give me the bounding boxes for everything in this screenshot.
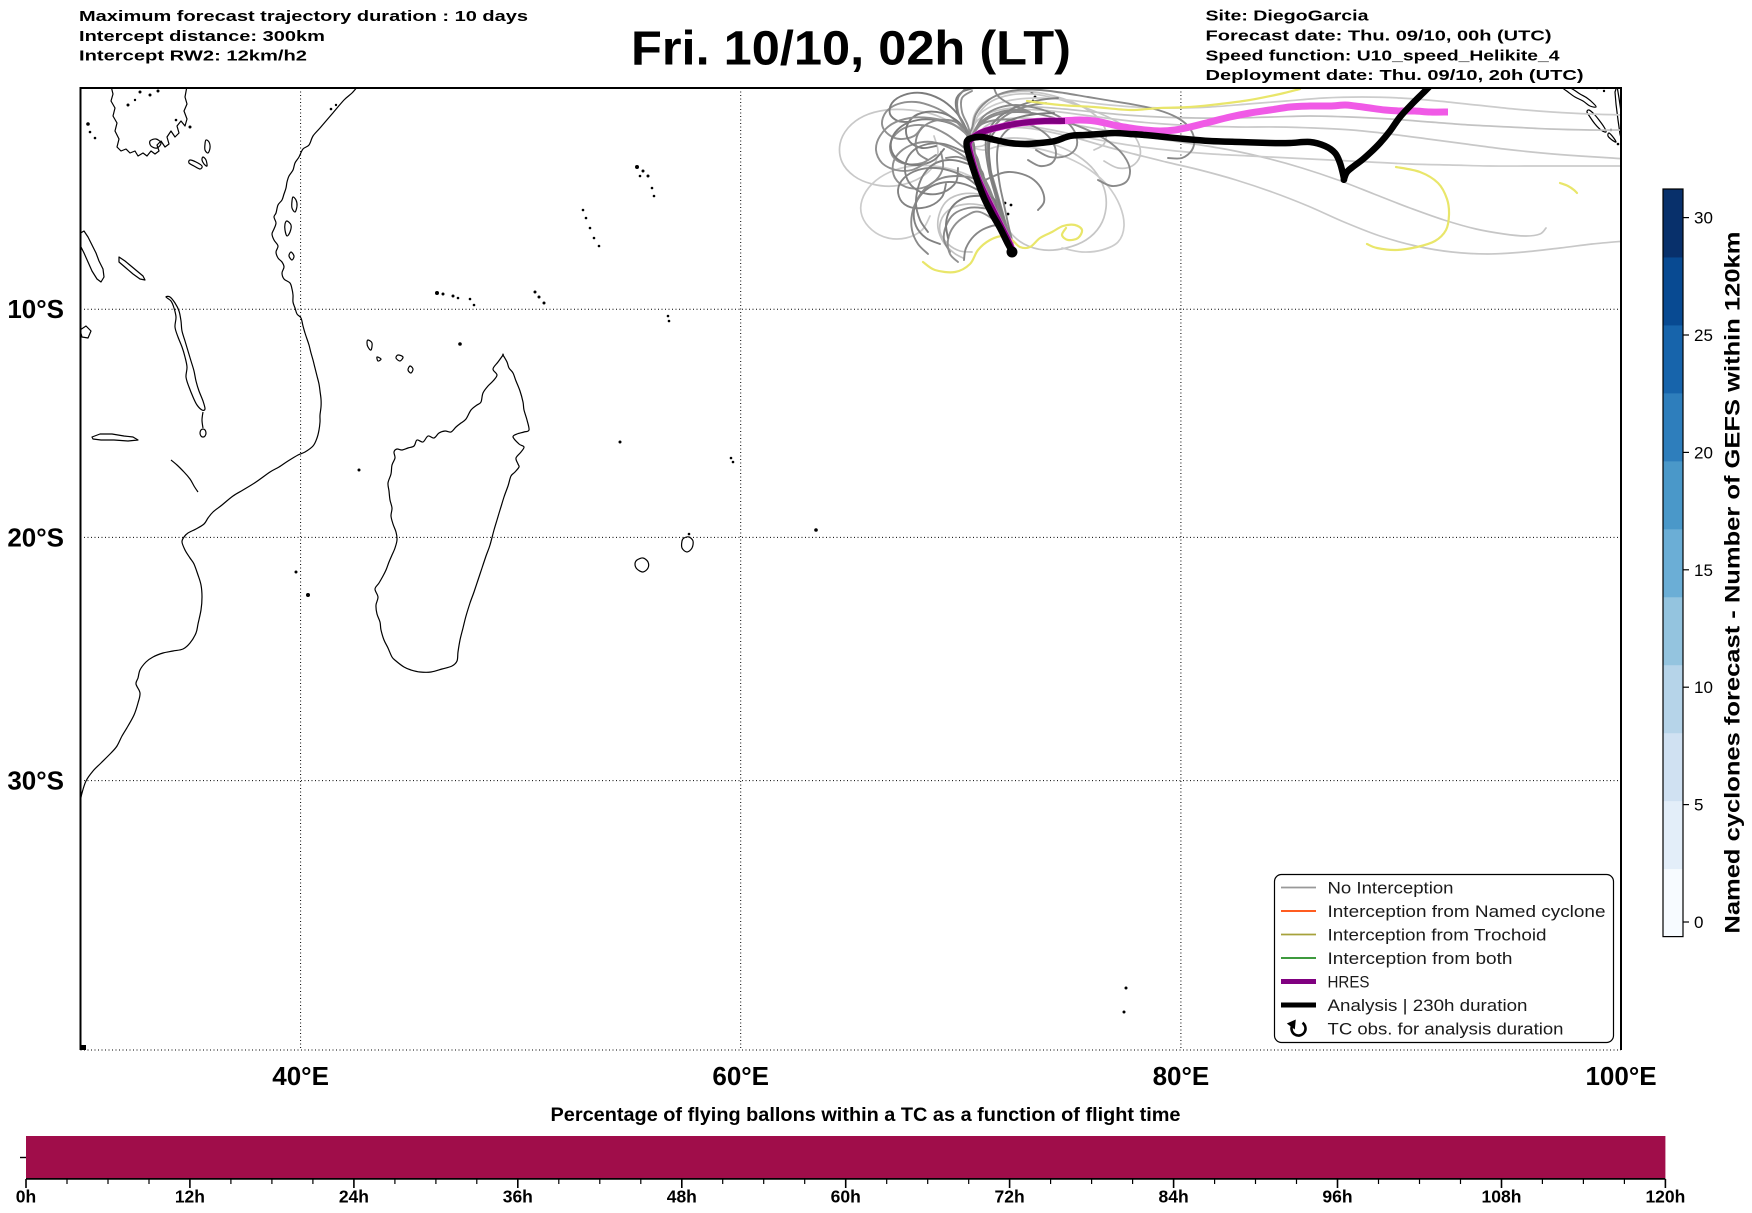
svg-text:48h: 48h <box>667 1187 697 1207</box>
svg-text:0h: 0h <box>16 1187 36 1207</box>
svg-text:HRES: HRES <box>1328 973 1370 992</box>
svg-text:Analysis | 230h duration: Analysis | 230h duration <box>1328 996 1528 1015</box>
svg-text:Named cyclones forecast - Numb: Named cyclones forecast - Number of GEFS… <box>1722 232 1745 934</box>
svg-text:25: 25 <box>1694 326 1713 345</box>
svg-text:0: 0 <box>1694 913 1703 932</box>
svg-text:15: 15 <box>1694 561 1713 580</box>
svg-text:10: 10 <box>1694 678 1713 697</box>
svg-text:72h: 72h <box>995 1187 1025 1207</box>
svg-text:No Interception: No Interception <box>1328 879 1454 898</box>
svg-text:Intercept distance: 300km: Intercept distance: 300km <box>79 28 325 45</box>
svg-text:80°E: 80°E <box>1153 1061 1210 1091</box>
svg-text:120h: 120h <box>1645 1187 1685 1207</box>
svg-text:Maximum forecast trajectory du: Maximum forecast trajectory duration : 1… <box>79 8 528 25</box>
svg-text:60h: 60h <box>831 1187 861 1207</box>
svg-text:Deployment date: Thu. 09/10, 2: Deployment date: Thu. 09/10, 20h (UTC) <box>1206 67 1584 84</box>
svg-text:84h: 84h <box>1159 1187 1189 1207</box>
svg-text:Percentage of flying ballons w: Percentage of flying ballons within a TC… <box>551 1105 1181 1126</box>
svg-text:Forecast date: Thu. 09/10, 00h: Forecast date: Thu. 09/10, 00h (UTC) <box>1206 28 1552 45</box>
svg-text:30: 30 <box>1694 209 1713 228</box>
svg-text:96h: 96h <box>1322 1187 1352 1207</box>
svg-text:Interception from Trochoid: Interception from Trochoid <box>1328 926 1547 945</box>
svg-text:10°S: 10°S <box>7 294 64 324</box>
svg-text:40°E: 40°E <box>272 1061 329 1091</box>
svg-text:100°E: 100°E <box>1585 1061 1656 1091</box>
svg-text:Speed function: U10_speed_Heli: Speed function: U10_speed_Helikite_4 <box>1206 47 1561 64</box>
svg-text:Interception from Named cyclon: Interception from Named cyclone <box>1328 902 1606 921</box>
svg-text:Site: DiegoGarcia: Site: DiegoGarcia <box>1206 8 1370 25</box>
svg-text:Interception from both: Interception from both <box>1328 949 1513 968</box>
svg-text:20°S: 20°S <box>7 522 64 552</box>
svg-text:Fri. 10/10, 02h (LT): Fri. 10/10, 02h (LT) <box>631 23 1071 76</box>
svg-text:5: 5 <box>1694 796 1703 815</box>
svg-text:TC obs. for analysis duration: TC obs. for analysis duration <box>1328 1020 1564 1039</box>
svg-text:20: 20 <box>1694 443 1713 462</box>
svg-text:108h: 108h <box>1482 1187 1522 1207</box>
svg-text:Intercept RW2: 12km/h2: Intercept RW2: 12km/h2 <box>79 48 307 65</box>
svg-text:24h: 24h <box>339 1187 369 1207</box>
svg-text:12h: 12h <box>175 1187 205 1207</box>
svg-text:60°E: 60°E <box>712 1061 769 1091</box>
svg-text:30°S: 30°S <box>7 766 64 796</box>
svg-text:36h: 36h <box>503 1187 533 1207</box>
